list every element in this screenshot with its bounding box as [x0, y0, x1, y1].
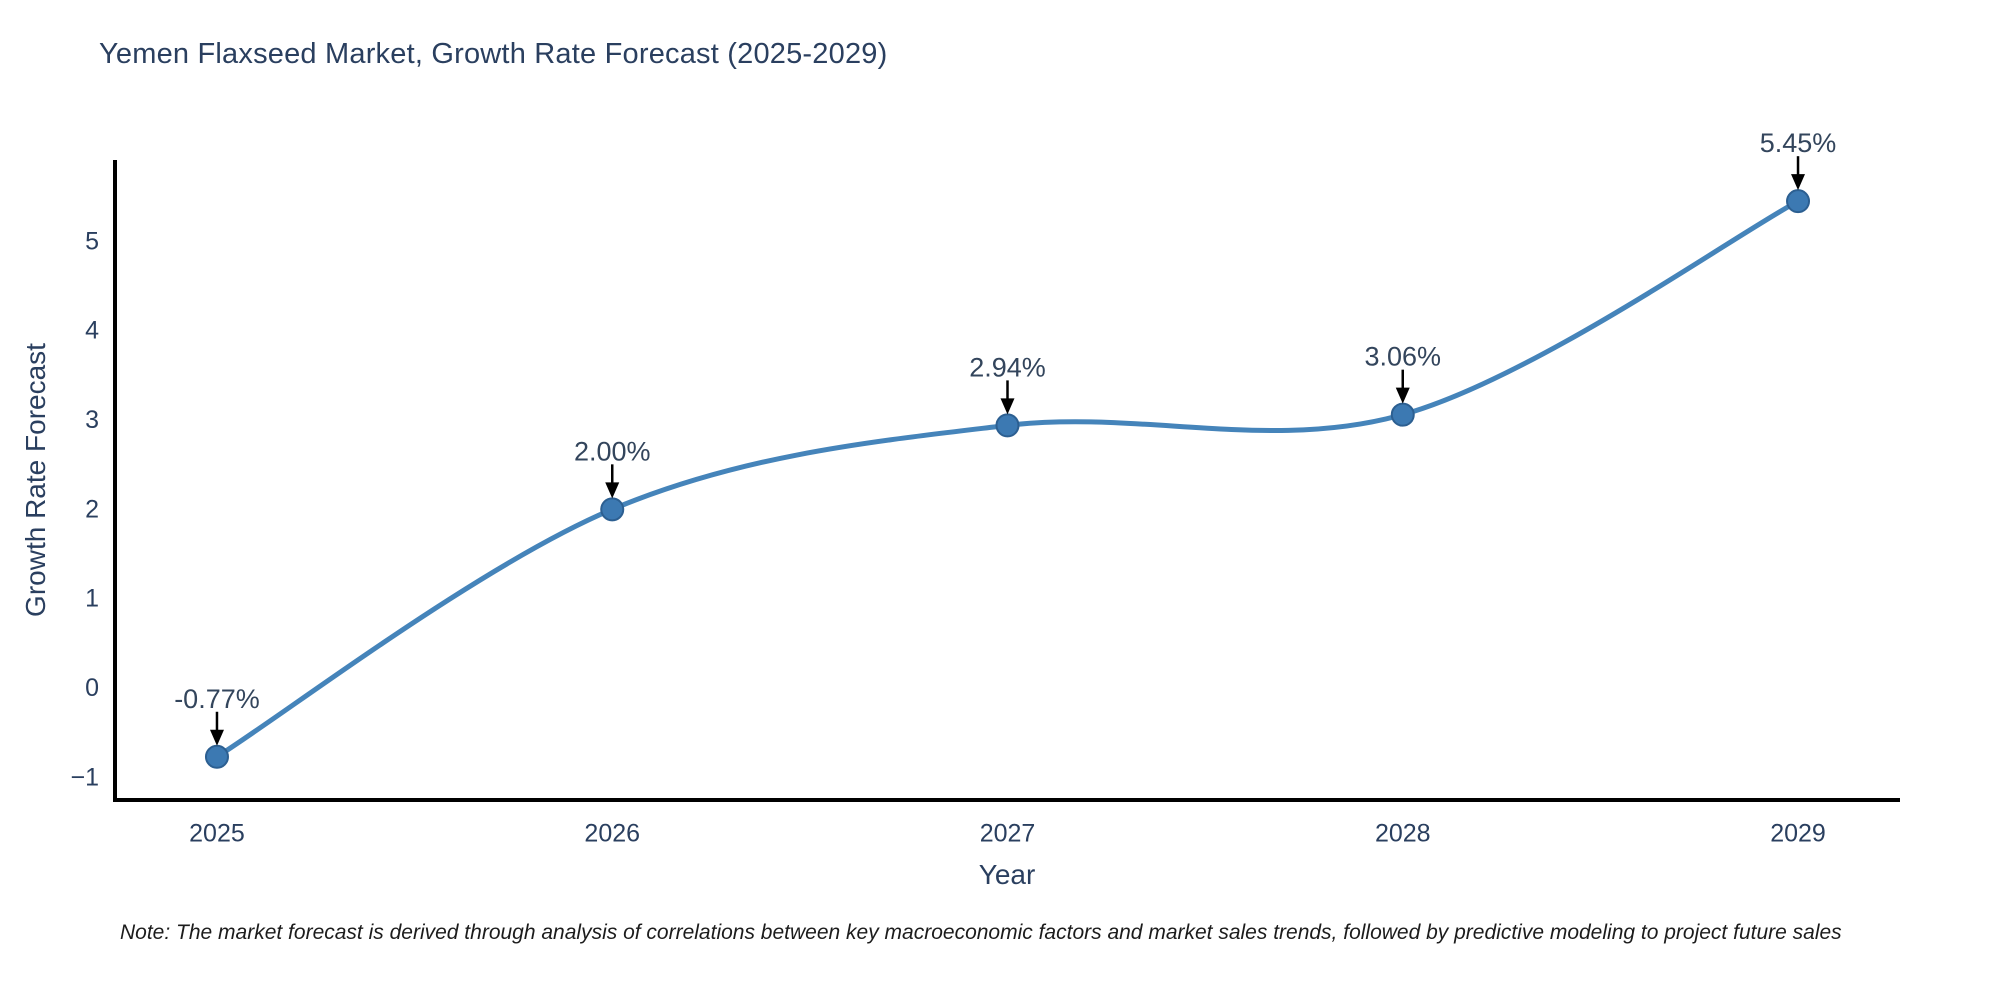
x-tick-label: 2027 — [980, 820, 1036, 848]
chart-title: Yemen Flaxseed Market, Growth Rate Forec… — [99, 38, 888, 70]
y-tick-label: −1 — [70, 763, 99, 791]
x-axis-title: Year — [978, 859, 1036, 890]
y-tick-label: 4 — [85, 317, 99, 345]
y-tick-label: 5 — [85, 227, 99, 255]
annotation-arrow-head — [1791, 174, 1806, 191]
x-tick-label: 2028 — [1375, 820, 1431, 848]
y-tick-label: 1 — [85, 585, 99, 613]
annotation-arrow-head — [1395, 387, 1410, 404]
forecast-line — [214, 198, 1801, 760]
data-point-marker — [1390, 402, 1415, 427]
annotation-arrow-head — [209, 729, 224, 746]
annotation-arrow-head — [1000, 398, 1015, 415]
x-tick-label: 2026 — [584, 820, 640, 848]
data-point-label: 5.45% — [1760, 128, 1837, 158]
x-tick-label: 2029 — [1770, 820, 1826, 848]
x-tick-label: 2025 — [189, 820, 245, 848]
data-point-marker — [1786, 189, 1811, 214]
data-point-label: 2.94% — [969, 352, 1046, 382]
data-point-marker — [204, 744, 229, 769]
y-tick-label: 2 — [85, 495, 99, 523]
data-point-marker — [600, 497, 625, 522]
data-point-label: 3.06% — [1364, 342, 1441, 372]
footnote: Note: The market forecast is derived thr… — [120, 921, 1842, 944]
y-tick-label: 3 — [85, 406, 99, 434]
data-point-label: -0.77% — [174, 684, 260, 714]
y-tick-label: 0 — [85, 674, 99, 702]
annotation-arrow-head — [605, 482, 620, 499]
data-point-marker — [995, 413, 1020, 438]
y-axis-title: Growth Rate Forecast — [20, 343, 51, 617]
data-point-label: 2.00% — [574, 436, 651, 466]
